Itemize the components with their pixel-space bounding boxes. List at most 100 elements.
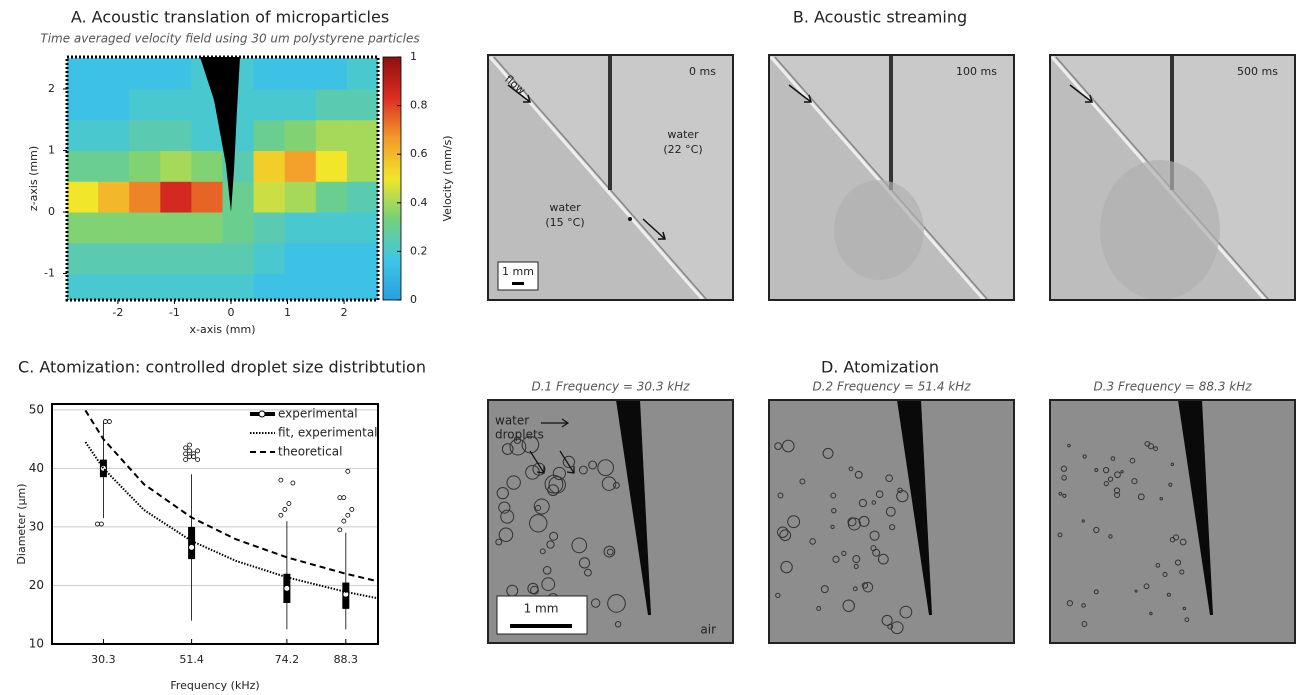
droplet <box>601 476 617 491</box>
droplet <box>1162 571 1168 578</box>
droplet <box>1093 589 1099 595</box>
colorbar-tick-label: 0 <box>410 293 417 306</box>
heatmap-cell <box>98 242 130 275</box>
heatmap-cells <box>67 58 378 300</box>
droplet <box>547 484 559 497</box>
droplet <box>1094 468 1099 473</box>
median <box>188 543 196 551</box>
panel-a: A. Acoustic translation of microparticle… <box>27 8 454 337</box>
droplets-label: droplets <box>495 428 544 442</box>
droplet <box>858 515 870 527</box>
droplet <box>513 436 522 444</box>
droplet <box>1114 492 1121 498</box>
droplet <box>1102 467 1110 474</box>
heatmap-cell <box>346 212 378 244</box>
heatmap-cell <box>160 181 192 213</box>
heatmap-cell <box>346 88 378 121</box>
heatmap-cell <box>253 212 286 244</box>
droplet <box>889 524 896 531</box>
droplet <box>847 517 857 527</box>
droplet <box>852 555 861 564</box>
droplet <box>809 538 816 545</box>
y-tick-label: 30 <box>29 519 44 533</box>
droplet <box>500 509 515 524</box>
droplet <box>885 506 896 517</box>
heatmap-cell <box>253 150 286 182</box>
y-tick-label: 2 <box>48 82 55 95</box>
droplet <box>877 553 889 565</box>
heatmap-cell <box>98 119 130 152</box>
droplet <box>496 486 509 500</box>
probe <box>616 400 651 615</box>
heatmap-cell <box>67 212 99 244</box>
droplet <box>848 466 854 472</box>
droplet <box>1113 487 1121 494</box>
heatmap-cell <box>67 181 99 213</box>
outlier <box>99 521 104 527</box>
y-tick-label: 1 <box>48 144 55 157</box>
droplet <box>885 474 893 483</box>
outlier <box>286 501 292 506</box>
heatmap-cell <box>346 181 378 213</box>
droplet <box>578 557 591 569</box>
time-label: 0 ms <box>689 65 716 78</box>
droplet <box>1103 481 1109 487</box>
droplet <box>495 538 503 546</box>
outlier <box>337 527 343 533</box>
droplet <box>841 550 847 556</box>
scale-box <box>497 261 539 291</box>
droplet <box>498 501 511 514</box>
outlier <box>278 477 284 483</box>
droplet <box>832 555 840 563</box>
heatmap-cell <box>284 242 317 275</box>
heatmap-cell <box>129 119 161 152</box>
heatmap-cell <box>67 150 99 182</box>
droplet <box>847 517 861 531</box>
median <box>99 464 107 472</box>
droplet <box>1129 457 1136 464</box>
droplet <box>552 466 566 481</box>
droplet <box>597 459 615 477</box>
heatmap-cell <box>67 119 99 152</box>
droplet <box>530 585 539 595</box>
photo-frame <box>1049 399 1296 644</box>
heatmap-cell <box>253 242 286 275</box>
heatmap-cell <box>315 150 348 182</box>
droplet <box>571 537 588 554</box>
droplet <box>1081 519 1085 523</box>
heatmap-cell <box>284 58 317 90</box>
droplet <box>890 621 904 635</box>
droplet <box>1082 454 1087 459</box>
droplet <box>603 545 616 558</box>
colorbar-tick-label: 0.6 <box>410 147 428 160</box>
panel-title: B. Acoustic streaming <box>793 8 967 27</box>
frame-caption: D.2 Frequency = 51.4 kHz <box>812 380 971 394</box>
heatmap-cell <box>67 58 99 90</box>
heatmap-cell <box>160 273 192 300</box>
droplet <box>875 490 884 499</box>
heatmap-cell <box>129 212 161 244</box>
droplet <box>1114 471 1121 479</box>
heatmap-cell <box>129 273 161 300</box>
droplet <box>1120 470 1124 474</box>
droplet <box>612 481 620 489</box>
heatmap-cell <box>346 242 378 275</box>
droplet <box>1062 493 1067 498</box>
water-label: water <box>549 201 581 214</box>
photo-frame <box>487 399 734 644</box>
droplet <box>871 500 877 505</box>
outlier <box>349 506 355 512</box>
heatmap-cell <box>346 273 378 300</box>
plot-frame <box>51 403 379 645</box>
heatmap-cell <box>191 150 223 182</box>
droplet <box>521 435 540 454</box>
droplet <box>881 614 893 626</box>
arrow <box>788 84 812 103</box>
y-tick-label: 10 <box>29 637 44 651</box>
droplet <box>869 530 880 541</box>
heatmap-cell <box>315 181 348 213</box>
x-tick-label: 1 <box>284 306 291 319</box>
heatmap-cell <box>346 58 378 90</box>
colorbar-tick-label: 0.2 <box>410 244 428 257</box>
